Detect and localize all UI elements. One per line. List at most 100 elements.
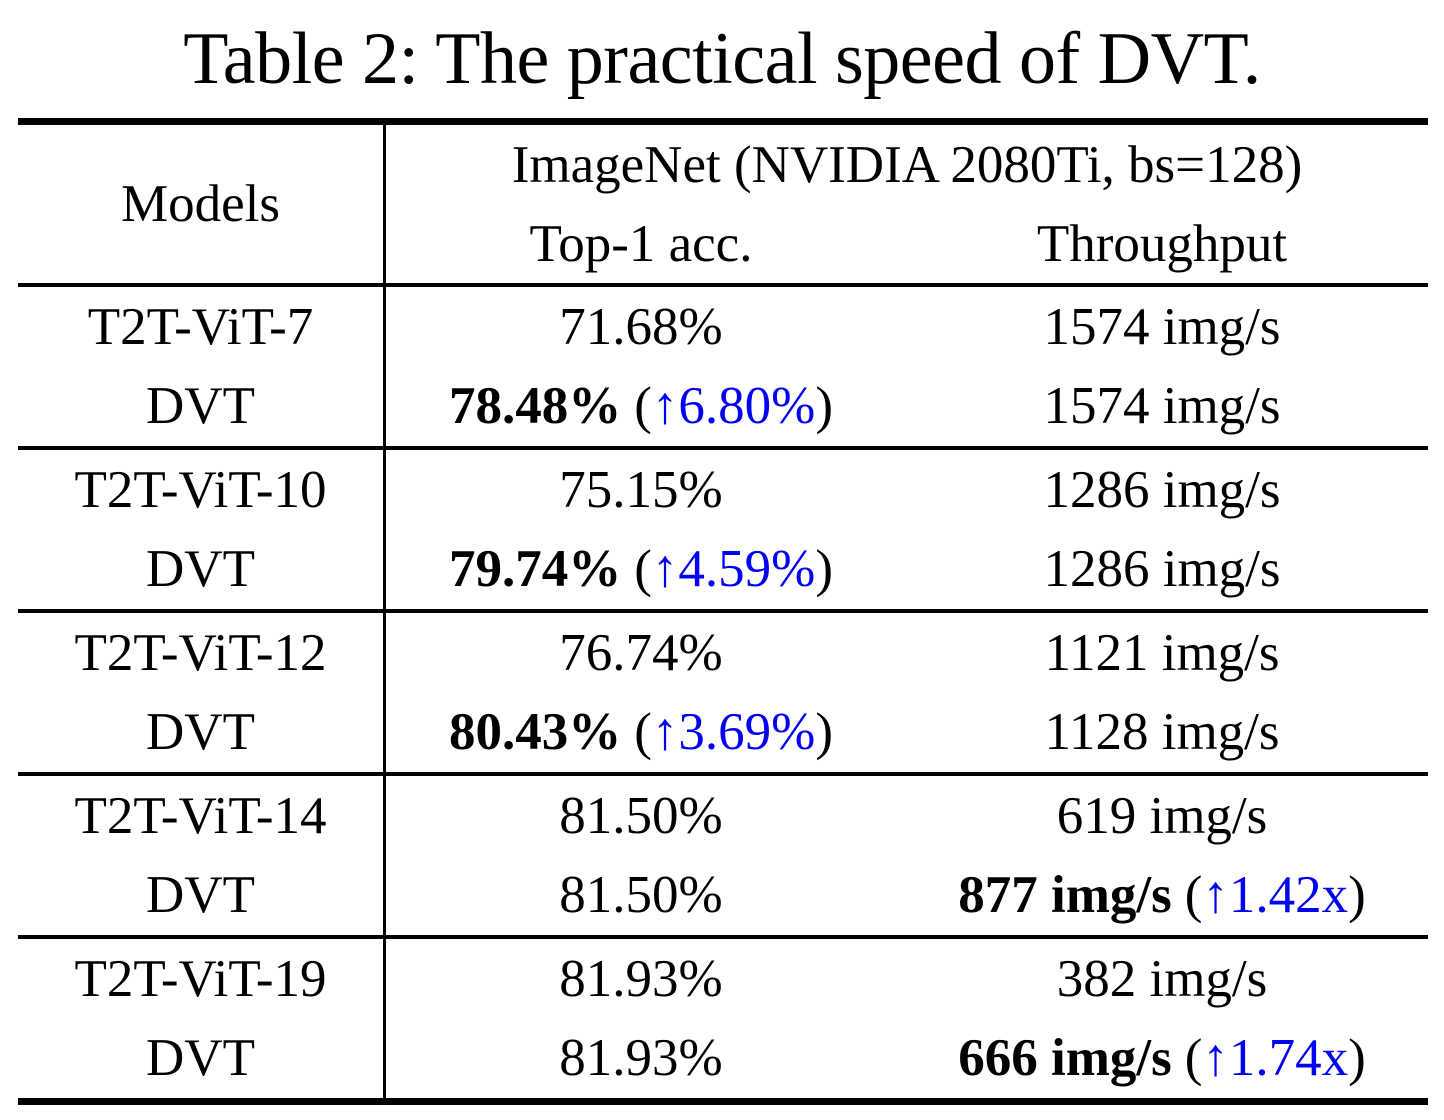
throughput-value: 382 img/s [896,939,1428,1019]
table-row: 75.15% 1286 img/s [386,450,1428,530]
throughput-value: 1121 img/s [896,613,1428,693]
acc-text: 79.74% [449,540,622,599]
table-caption: Table 2: The practical speed of DVT. [183,17,1261,100]
tp-text: 1286 img/s [1043,540,1281,599]
tp-text: 619 img/s [1056,786,1268,845]
model-column: T2T-ViT-10 DVT [18,450,383,609]
acc-text: 81.93% [559,949,723,1008]
header-subcolumns: Top-1 acc. Throughput [386,204,1428,283]
header-models: Models [121,175,280,233]
tp-text: 1574 img/s [1043,297,1281,356]
acc-text: 81.50% [559,786,723,845]
model-name: T2T-ViT-10 [74,460,327,519]
tp-text: 382 img/s [1056,949,1268,1008]
throughput-value: 877 img/s (↑1.42x) [896,856,1428,936]
gain-value: ↑6.80% [651,377,816,436]
model-column: T2T-ViT-14 DVT [18,776,383,935]
paren-open: ( [634,377,652,436]
section-rule [18,935,1428,939]
table-row: 81.93% 382 img/s [386,939,1428,1019]
top1-acc-value: 81.50% [386,776,896,856]
header-throughput: Throughput [1036,214,1288,273]
section-rule [18,772,1428,776]
throughput-value: 666 img/s (↑1.74x) [896,1019,1428,1099]
bottom-rule [18,1098,1428,1105]
top1-acc-value: 79.74% (↑4.59%) [386,530,896,610]
top1-acc-value: 81.50% [386,856,896,936]
acc-gain-note: (↑3.69%) [634,702,833,762]
paren-close: ) [1348,1029,1366,1088]
values-column: 75.15% 1286 img/s 79.74% (↑4.59%) 1286 im… [383,450,1428,609]
gain-value: ↑4.59% [651,540,816,599]
top1-acc-value: 71.68% [386,287,896,367]
table-row: 80.43% (↑3.69%) 1128 img/s [386,693,1428,773]
table-row: 71.68% 1574 img/s [386,287,1428,367]
model-name: DVT [146,866,255,925]
model-column: T2T-ViT-19 DVT [18,939,383,1098]
table-row: 81.93% 666 img/s (↑1.74x) [386,1019,1428,1099]
values-column: 81.50% 619 img/s 81.50% 877 img/s (↑1.42x… [383,776,1428,935]
throughput-value: 619 img/s [896,776,1428,856]
section-t2t-vit-14: T2T-ViT-14 DVT 81.50% 619 img/s 81.50% 8… [18,776,1428,935]
top1-acc-value: 75.15% [386,450,896,530]
tp-text: 1121 img/s [1044,623,1280,682]
section-t2t-vit-10: T2T-ViT-10 DVT 75.15% 1286 img/s 79.74%(… [18,450,1428,609]
model-name: T2T-ViT-12 [74,623,327,682]
acc-text: 81.50% [559,866,723,925]
top1-acc-value: 80.43% (↑3.69%) [386,693,896,773]
header-rule [18,283,1428,287]
gain-value: ↑1.42x [1202,866,1349,925]
model-name: DVT [146,540,255,599]
model-name: T2T-ViT-7 [87,297,314,356]
table-row: 79.74% (↑4.59%) 1286 img/s [386,530,1428,610]
tp-text: 666 img/s [958,1029,1172,1088]
tp-gain-note: (↑1.74x) [1185,1028,1366,1088]
header-right-group: ImageNet (NVIDIA 2080Ti, bs=128) Top-1 a… [383,125,1428,283]
paren-close: ) [815,540,833,599]
section-rule [18,446,1428,450]
paren-open: ( [1184,1029,1203,1088]
values-column: 76.74% 1121 img/s 80.43% (↑3.69%) 1128 im… [383,613,1428,772]
model-name: DVT [146,377,255,436]
section-t2t-vit-7: T2T-ViT-7 DVT 71.68% 1574 img/s 78.48% (↑… [18,287,1428,446]
acc-gain-note: (↑4.59%) [634,539,833,599]
acc-text: 78.48% [449,377,622,436]
top-rule [18,118,1428,125]
throughput-value: 1286 img/s [896,530,1428,610]
table-row: 78.48% (↑6.80%) 1574 img/s [386,367,1428,447]
throughput-value: 1128 img/s [896,693,1428,773]
top1-acc-value: 81.93% [386,1019,896,1099]
model-column: T2T-ViT-12 DVT [18,613,383,772]
model-name: T2T-ViT-19 [74,949,327,1008]
acc-text: 81.93% [559,1029,723,1088]
values-column: 81.93% 382 img/s 81.93% 666 img/s (↑1.74x… [383,939,1428,1098]
paren-open: ( [1184,866,1203,925]
table-row: 81.50% 877 img/s (↑1.42x) [386,856,1428,936]
throughput-value: 1286 img/s [896,450,1428,530]
acc-text: 76.74% [559,623,723,682]
section-t2t-vit-12: T2T-ViT-12 DVT 76.74% 1121 img/s 80.43%(… [18,613,1428,772]
tp-text: 1574 img/s [1043,377,1281,436]
tp-text: 1128 img/s [1044,703,1280,762]
gain-value: ↑1.74x [1202,1029,1349,1088]
paren-open: ( [634,703,652,762]
model-name: T2T-ViT-14 [74,786,327,845]
section-rule [18,609,1428,613]
gain-value: ↑3.69% [651,703,816,762]
acc-text: 80.43% [449,703,622,762]
paren-close: ) [1348,866,1366,925]
model-name: DVT [146,703,255,762]
table-row: 81.50% 619 img/s [386,776,1428,856]
paren-close: ) [815,703,833,762]
throughput-value: 1574 img/s [896,287,1428,367]
model-column: T2T-ViT-7 DVT [18,287,383,446]
tp-text: 1286 img/s [1043,460,1281,519]
values-column: 71.68% 1574 img/s 78.48% (↑6.80%) 1574 im… [383,287,1428,446]
paren-close: ) [815,377,833,436]
paren-open: ( [634,540,652,599]
top1-acc-value: 81.93% [386,939,896,1019]
table-row: 76.74% 1121 img/s [386,613,1428,693]
header-top1-acc: Top-1 acc. [529,214,753,273]
acc-text: 71.68% [559,297,723,356]
